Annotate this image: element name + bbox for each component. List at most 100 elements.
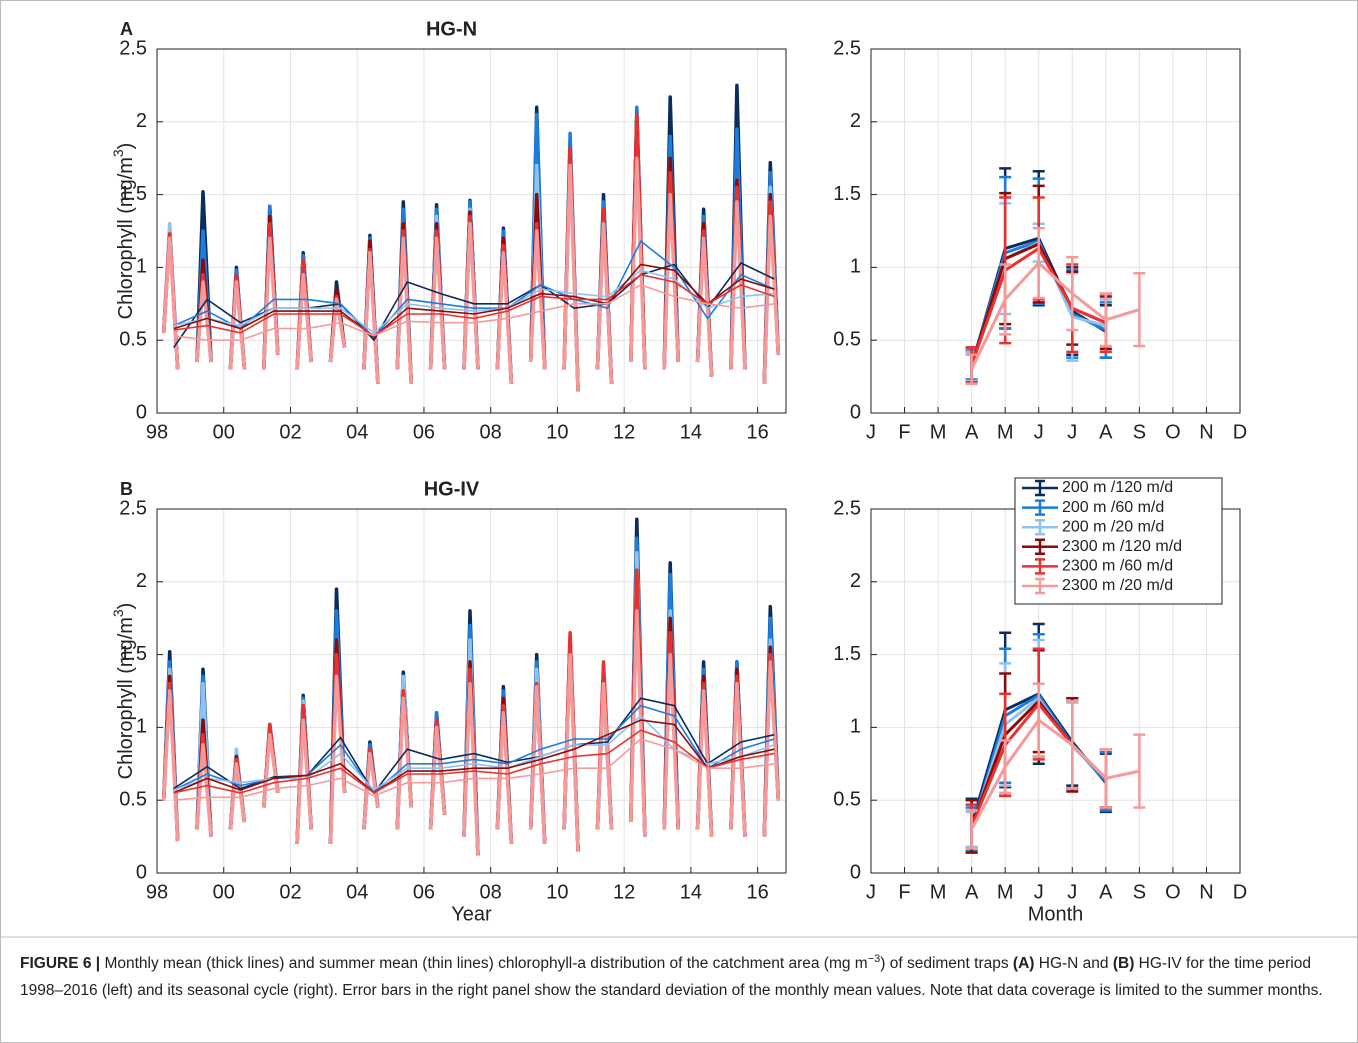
y-axis-label-end: ) bbox=[115, 603, 137, 610]
plot-marks bbox=[161, 517, 781, 856]
x-tick-label: J bbox=[1067, 881, 1077, 903]
x-tick-label: 16 bbox=[747, 881, 769, 903]
x-tick-label: 14 bbox=[680, 881, 702, 903]
chart-title: HG-IV bbox=[424, 478, 480, 500]
caption-text: FIGURE 6 | bbox=[20, 955, 105, 972]
y-tick-label: 0 bbox=[850, 861, 861, 883]
plot-marks bbox=[965, 167, 1146, 386]
monthly-mean-line bbox=[161, 156, 781, 392]
x-tick-label: 06 bbox=[413, 421, 435, 443]
error-bar bbox=[1066, 255, 1079, 332]
legend-swatch bbox=[1022, 577, 1058, 595]
x-tick-label: 04 bbox=[346, 421, 368, 443]
x-tick-label: 06 bbox=[413, 881, 435, 903]
y-tick-label: 2.5 bbox=[119, 37, 147, 59]
x-tick-label: 08 bbox=[480, 881, 502, 903]
x-tick-label: 00 bbox=[213, 421, 235, 443]
x-axis-label: Month bbox=[1028, 903, 1084, 925]
x-tick-label: A bbox=[1099, 881, 1113, 903]
error-bar bbox=[1066, 699, 1079, 790]
error-bar bbox=[1133, 271, 1146, 348]
legend-label: 2300 m /60 m/d bbox=[1062, 558, 1173, 575]
summer-mean-line bbox=[173, 269, 775, 334]
legend-label: 200 m /60 m/d bbox=[1062, 499, 1164, 516]
monthly-mean-line bbox=[161, 112, 781, 392]
monthly-mean-line bbox=[161, 609, 781, 856]
legend-box bbox=[1014, 477, 1223, 605]
x-tick-label: 04 bbox=[346, 881, 368, 903]
caption-text: (A) bbox=[1012, 955, 1035, 972]
y-tick-label: 1 bbox=[850, 256, 861, 278]
x-tick-label: 98 bbox=[146, 881, 168, 903]
x-tick-label: S bbox=[1133, 421, 1146, 443]
plot-marks bbox=[161, 83, 781, 392]
x-tick-label: J bbox=[1034, 421, 1044, 443]
legend-swatch bbox=[1022, 558, 1058, 575]
error-bar bbox=[1099, 292, 1112, 348]
summer-mean-line bbox=[173, 729, 775, 794]
legend-label: 2300 m /20 m/d bbox=[1062, 577, 1173, 594]
error-bar bbox=[1032, 226, 1045, 300]
y-tick-label: 1.5 bbox=[119, 183, 147, 205]
error-bar bbox=[1099, 747, 1112, 809]
mean-line bbox=[970, 717, 1140, 831]
y-tick-label: 2 bbox=[850, 110, 861, 132]
x-tick-label: M bbox=[997, 881, 1014, 903]
legend-label: 200 m /120 m/d bbox=[1062, 479, 1173, 496]
y-tick-label: 0.5 bbox=[833, 328, 861, 350]
monthly-mean-line bbox=[161, 568, 781, 856]
summer-mean-line bbox=[173, 719, 775, 794]
legend-swatch bbox=[1022, 479, 1058, 497]
caption-text: Monthly mean (thick lines) and summer me… bbox=[104, 955, 868, 972]
y-tick-label: 2 bbox=[136, 570, 147, 592]
caption: FIGURE 6 | Monthly mean (thick lines) an… bbox=[20, 950, 1338, 1004]
y-tick-label: 0 bbox=[850, 401, 861, 423]
y-tick-label: 1 bbox=[136, 716, 147, 738]
y-axis-label-text: Chlorophyll (mg/m bbox=[115, 157, 137, 319]
legend-swatch bbox=[1022, 499, 1058, 516]
y-axis-label-end: ) bbox=[115, 143, 137, 150]
x-tick-label: 98 bbox=[146, 421, 168, 443]
chart-title: HG-N bbox=[426, 18, 477, 40]
summer-mean-line bbox=[173, 284, 775, 341]
x-tick-label: 10 bbox=[546, 881, 568, 903]
x-tick-label: O bbox=[1165, 421, 1181, 443]
error-bar bbox=[999, 263, 1012, 336]
caption-text: ) of sediment traps bbox=[880, 955, 1013, 972]
caption-text: −3 bbox=[867, 952, 881, 965]
summer-mean-line bbox=[173, 697, 775, 795]
y-tick-label: 2 bbox=[136, 110, 147, 132]
x-tick-label: F bbox=[898, 421, 910, 443]
y-axis-label: Chlorophyll (mg/m3) bbox=[110, 603, 137, 780]
x-tick-label: 02 bbox=[279, 881, 301, 903]
y-tick-label: 1.5 bbox=[119, 643, 147, 665]
x-tick-label: 08 bbox=[480, 421, 502, 443]
caption-text: HG-IV for the time period 1998–2016 (lef… bbox=[20, 955, 1323, 999]
summer-mean-line bbox=[173, 239, 775, 339]
summer-mean-line bbox=[173, 273, 775, 337]
plot-marks bbox=[965, 622, 1146, 854]
error-bar bbox=[965, 353, 978, 386]
y-tick-label: 0.5 bbox=[119, 788, 147, 810]
legend-label: 2300 m /120 m/d bbox=[1062, 538, 1182, 555]
y-tick-label: 0 bbox=[136, 861, 147, 883]
x-tick-label: J bbox=[1034, 881, 1044, 903]
x-tick-label: N bbox=[1199, 421, 1213, 443]
plot-area bbox=[871, 49, 1240, 413]
y-tick-label: 1.5 bbox=[833, 643, 861, 665]
x-tick-label: 12 bbox=[613, 421, 635, 443]
x-tick-label: M bbox=[997, 421, 1014, 443]
y-axis-label: Chlorophyll (mg/m3) bbox=[110, 143, 137, 320]
legend-swatch bbox=[1022, 538, 1058, 556]
y-tick-label: 2.5 bbox=[833, 37, 861, 59]
panel-label: A bbox=[120, 19, 133, 39]
axes-frame bbox=[156, 508, 787, 874]
y-axis-label-text: Chlorophyll (mg/m bbox=[115, 617, 137, 779]
summer-mean-line bbox=[173, 738, 775, 801]
x-axis-label: Year bbox=[451, 903, 492, 925]
x-tick-label: 16 bbox=[747, 421, 769, 443]
error-bar bbox=[1032, 682, 1045, 758]
x-tick-label: A bbox=[965, 881, 979, 903]
y-axis-label-sup: 3 bbox=[110, 149, 126, 157]
